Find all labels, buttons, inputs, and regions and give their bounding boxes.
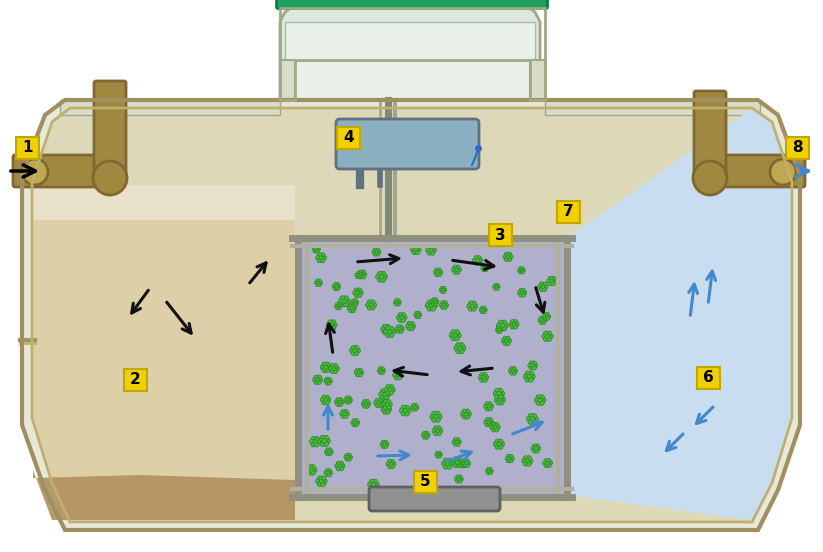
Circle shape bbox=[509, 371, 514, 375]
Circle shape bbox=[481, 375, 486, 379]
Circle shape bbox=[317, 253, 322, 258]
Circle shape bbox=[354, 288, 359, 293]
Circle shape bbox=[457, 268, 462, 272]
Circle shape bbox=[693, 161, 727, 195]
Circle shape bbox=[482, 373, 487, 377]
Circle shape bbox=[370, 305, 375, 310]
Circle shape bbox=[456, 475, 459, 479]
Circle shape bbox=[417, 311, 421, 315]
Circle shape bbox=[320, 258, 325, 263]
Circle shape bbox=[345, 453, 349, 457]
Circle shape bbox=[527, 374, 532, 379]
Circle shape bbox=[541, 397, 546, 402]
Circle shape bbox=[543, 319, 547, 322]
Circle shape bbox=[342, 412, 346, 416]
Circle shape bbox=[470, 304, 474, 308]
Circle shape bbox=[357, 288, 362, 293]
Circle shape bbox=[344, 410, 348, 413]
Circle shape bbox=[343, 296, 348, 301]
Circle shape bbox=[484, 420, 488, 424]
Circle shape bbox=[430, 251, 435, 255]
Circle shape bbox=[412, 404, 416, 407]
Circle shape bbox=[495, 397, 500, 402]
Polygon shape bbox=[33, 185, 295, 220]
Circle shape bbox=[414, 404, 418, 407]
Circle shape bbox=[315, 250, 319, 253]
FancyBboxPatch shape bbox=[697, 367, 720, 389]
Text: 8: 8 bbox=[793, 141, 802, 156]
Circle shape bbox=[359, 274, 362, 277]
Circle shape bbox=[522, 293, 526, 297]
Circle shape bbox=[345, 400, 349, 404]
Circle shape bbox=[388, 326, 394, 332]
Circle shape bbox=[489, 404, 494, 408]
Circle shape bbox=[495, 422, 499, 427]
Circle shape bbox=[332, 285, 336, 289]
Circle shape bbox=[390, 464, 395, 469]
Circle shape bbox=[384, 405, 388, 410]
Circle shape bbox=[488, 418, 492, 422]
Polygon shape bbox=[22, 100, 800, 530]
Circle shape bbox=[380, 389, 386, 394]
Circle shape bbox=[496, 330, 500, 333]
Circle shape bbox=[458, 477, 461, 481]
Circle shape bbox=[482, 310, 486, 314]
Circle shape bbox=[333, 369, 337, 374]
Circle shape bbox=[342, 299, 346, 304]
Circle shape bbox=[532, 361, 537, 365]
Circle shape bbox=[384, 444, 388, 448]
Circle shape bbox=[411, 405, 414, 409]
Circle shape bbox=[434, 270, 438, 274]
Circle shape bbox=[354, 351, 359, 355]
Circle shape bbox=[456, 343, 461, 348]
Circle shape bbox=[484, 264, 487, 268]
Circle shape bbox=[458, 461, 463, 465]
Circle shape bbox=[442, 286, 446, 290]
Circle shape bbox=[340, 301, 345, 307]
Circle shape bbox=[435, 268, 439, 272]
Circle shape bbox=[313, 378, 317, 382]
Circle shape bbox=[332, 322, 337, 327]
Circle shape bbox=[495, 439, 500, 444]
Circle shape bbox=[496, 323, 502, 328]
Circle shape bbox=[324, 379, 328, 383]
Circle shape bbox=[346, 455, 350, 459]
Circle shape bbox=[528, 371, 533, 376]
Circle shape bbox=[455, 460, 459, 464]
Circle shape bbox=[354, 303, 357, 306]
Circle shape bbox=[523, 374, 528, 379]
Circle shape bbox=[325, 400, 329, 405]
Circle shape bbox=[427, 300, 432, 305]
Circle shape bbox=[466, 459, 469, 463]
Circle shape bbox=[488, 402, 492, 406]
Circle shape bbox=[376, 252, 379, 256]
Circle shape bbox=[431, 298, 435, 301]
Circle shape bbox=[453, 270, 458, 274]
Circle shape bbox=[542, 320, 546, 325]
Circle shape bbox=[418, 313, 422, 317]
Circle shape bbox=[501, 338, 506, 343]
Circle shape bbox=[341, 414, 346, 418]
Circle shape bbox=[491, 422, 496, 427]
Circle shape bbox=[545, 315, 548, 318]
Circle shape bbox=[335, 285, 338, 288]
Circle shape bbox=[513, 325, 518, 329]
Circle shape bbox=[359, 290, 363, 295]
FancyBboxPatch shape bbox=[16, 137, 39, 159]
Circle shape bbox=[481, 310, 484, 314]
Circle shape bbox=[421, 433, 425, 437]
Circle shape bbox=[344, 455, 347, 459]
Circle shape bbox=[307, 470, 312, 475]
Text: 3: 3 bbox=[495, 227, 506, 242]
Circle shape bbox=[498, 326, 504, 331]
Circle shape bbox=[328, 378, 331, 381]
Circle shape bbox=[481, 267, 484, 270]
Circle shape bbox=[539, 395, 544, 400]
Circle shape bbox=[419, 475, 422, 478]
Circle shape bbox=[379, 371, 382, 374]
Circle shape bbox=[421, 473, 423, 476]
Circle shape bbox=[481, 306, 484, 310]
Circle shape bbox=[325, 362, 330, 367]
Circle shape bbox=[345, 299, 350, 304]
